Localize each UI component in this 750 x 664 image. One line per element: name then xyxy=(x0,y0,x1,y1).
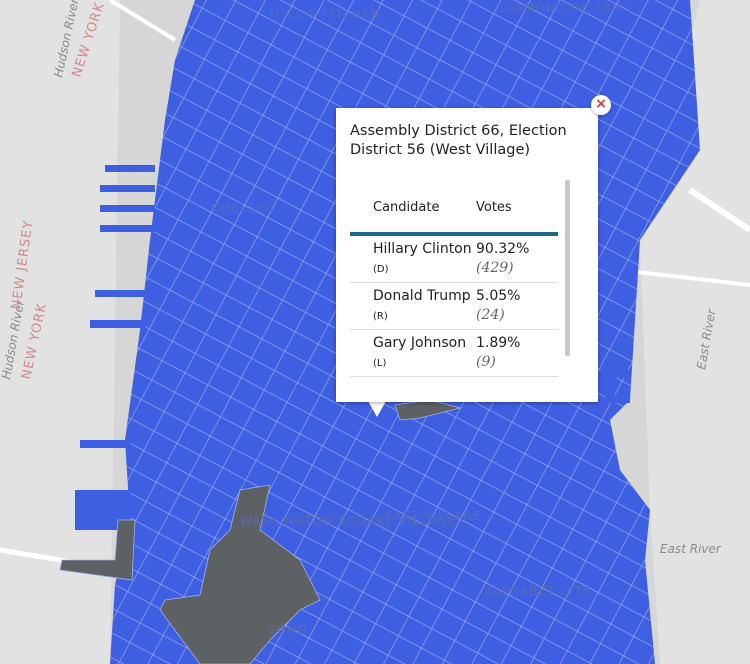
no-data-districts xyxy=(59,399,462,664)
map-label: CHELSEA xyxy=(212,201,274,215)
piers xyxy=(75,165,630,530)
water-label: East River xyxy=(660,542,722,556)
road xyxy=(108,0,177,42)
map-label: HELL'S KITCHEN xyxy=(270,7,381,21)
map-label: WASHINGTON SQUARE VILLAGE xyxy=(240,514,456,528)
results-table: Candidate Votes Hillary Clinton (D) 90.32… xyxy=(350,182,558,377)
votes-cell: 1.89% (9) xyxy=(476,334,558,376)
candidate-cell: Gary Johnson (L) xyxy=(350,334,476,376)
popup-tip xyxy=(368,401,386,417)
header-cell: Candidate xyxy=(373,199,440,215)
scrollbar[interactable] xyxy=(565,180,570,356)
table-row: Gary Johnson (L) 1.89% (9) xyxy=(350,330,558,377)
map-label: SOHO xyxy=(268,623,308,637)
close-button[interactable]: × xyxy=(591,95,611,115)
party: (L) xyxy=(373,358,387,369)
map-label: DIAMOND DISTRICT xyxy=(500,1,634,15)
table-row: Donald Trump (R) 5.05% (24) xyxy=(350,283,558,330)
table-row: Hillary Clinton (D) 90.32% (429) xyxy=(350,236,558,283)
table-header: Candidate Votes xyxy=(350,182,558,236)
popup-title: Assembly District 66, Election District … xyxy=(350,123,567,158)
candidate-name: Hillary Clinton xyxy=(373,241,472,257)
candidate-name: Gary Johnson xyxy=(373,335,467,351)
party: (D) xyxy=(373,264,389,275)
party: (R) xyxy=(373,311,388,322)
popup: Assembly District 66, Election District … xyxy=(336,108,598,402)
candidate-name: Donald Trump xyxy=(373,288,471,304)
map-label: ALPHABET CITY xyxy=(485,584,591,598)
map-label: EAST VILLAGE xyxy=(385,509,482,523)
votes-cell: 90.32% (429) xyxy=(476,240,558,282)
header-cell: Votes xyxy=(476,199,512,215)
percent: 90.32% xyxy=(476,241,530,257)
vote-count: (429) xyxy=(476,260,514,276)
road xyxy=(688,187,750,233)
vote-count: (24) xyxy=(476,307,505,323)
percent: 1.89% xyxy=(476,335,521,351)
table-body: Hillary Clinton (D) 90.32% (429) Donald Tru… xyxy=(350,236,558,377)
road xyxy=(619,268,750,287)
votes-cell: 5.05% (24) xyxy=(476,287,558,329)
candidate-cell: Donald Trump (R) xyxy=(350,287,476,329)
vote-count: (9) xyxy=(476,354,496,370)
percent: 5.05% xyxy=(476,288,521,304)
candidate-cell: Hillary Clinton (D) xyxy=(350,240,476,282)
